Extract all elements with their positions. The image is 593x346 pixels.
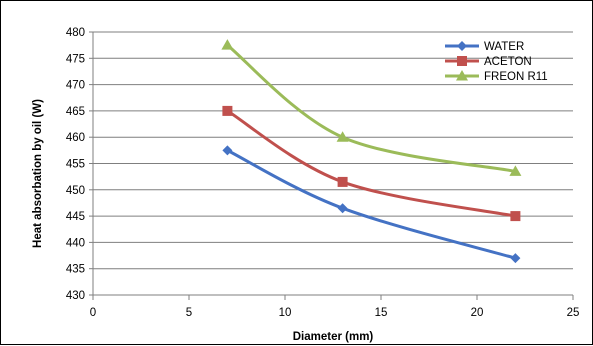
legend-label-water: WATER bbox=[484, 41, 524, 53]
data-point-freon-r11 bbox=[509, 165, 522, 176]
x-axis-title: Diameter (mm) bbox=[293, 331, 374, 343]
series-line-freon-r11 bbox=[225, 43, 517, 173]
y-tick-label: 450 bbox=[66, 185, 85, 197]
gridlines bbox=[93, 31, 573, 296]
y-axis-title: Heat absorbation by oil (W) bbox=[32, 99, 44, 248]
data-point-aceton bbox=[222, 105, 233, 116]
data-point-water bbox=[337, 203, 348, 214]
y-tick-label: 435 bbox=[66, 264, 85, 276]
series-water bbox=[222, 145, 521, 264]
data-point-freon-r11 bbox=[336, 131, 349, 142]
y-tick-label: 480 bbox=[66, 27, 85, 39]
x-tick-label: 0 bbox=[90, 307, 96, 319]
y-tick-label: 430 bbox=[66, 290, 85, 302]
legend-marker-freon-r11 bbox=[456, 70, 468, 81]
legend-label-freon-r11: FREON R11 bbox=[484, 71, 548, 83]
x-tick-label: 5 bbox=[186, 307, 192, 319]
y-tick-label: 470 bbox=[66, 80, 85, 92]
y-tick-label: 460 bbox=[66, 132, 85, 144]
y-tick-label: 465 bbox=[66, 106, 85, 118]
data-point-aceton bbox=[337, 176, 348, 187]
data-point-freon-r11 bbox=[221, 39, 234, 50]
data-point-water bbox=[510, 253, 521, 264]
y-tick-label: 475 bbox=[66, 53, 85, 65]
data-point-aceton bbox=[510, 211, 521, 222]
legend-item-aceton: ACETON bbox=[445, 56, 532, 68]
legend-item-water: WATER bbox=[445, 41, 524, 53]
x-tick-label: 15 bbox=[375, 307, 388, 319]
axes: 430 435 440 445 450 455 460 465 470 475 480 0 5 10 15 2… bbox=[66, 27, 580, 319]
legend-item-freon-r11: FREON R11 bbox=[445, 70, 548, 83]
legend: WATER ACETON FREON R11 bbox=[445, 41, 548, 83]
series-freon-r11 bbox=[221, 39, 522, 176]
series-group bbox=[221, 39, 522, 264]
data-point-water bbox=[222, 145, 233, 156]
y-tick-label: 455 bbox=[66, 159, 85, 171]
legend-marker-water bbox=[457, 41, 467, 51]
x-tick-label: 10 bbox=[279, 307, 292, 319]
legend-label-aceton: ACETON bbox=[484, 56, 532, 68]
legend-marker-aceton bbox=[457, 56, 467, 66]
y-tick-label: 445 bbox=[66, 211, 85, 223]
series-aceton bbox=[222, 105, 521, 222]
x-tick-label: 25 bbox=[567, 307, 580, 319]
y-tick-label: 440 bbox=[66, 237, 85, 249]
x-tick-label: 20 bbox=[471, 307, 484, 319]
